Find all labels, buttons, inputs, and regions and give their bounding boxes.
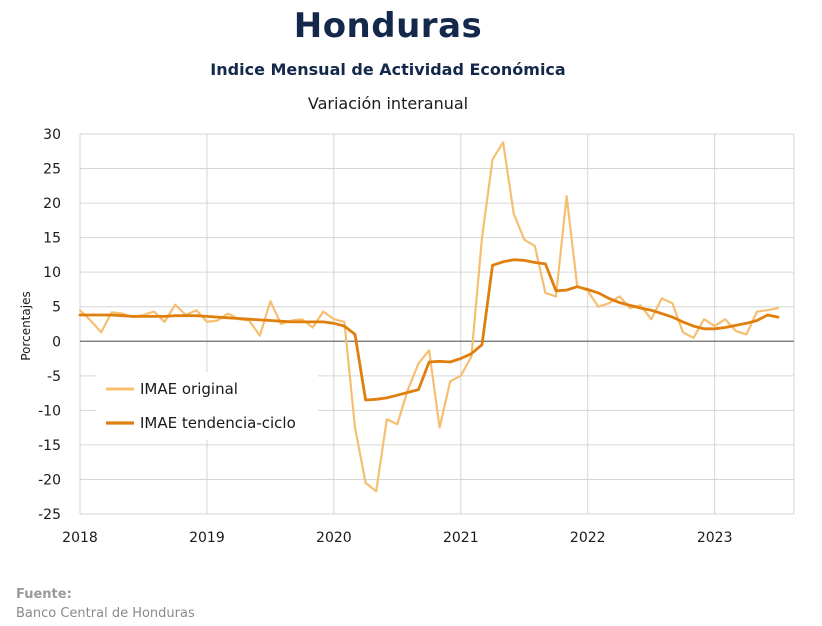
series-lines bbox=[78, 141, 780, 493]
legend-box bbox=[96, 372, 318, 440]
series-line-trend bbox=[78, 258, 780, 402]
source-label: Fuente: bbox=[16, 587, 72, 602]
y-tick-label: 20 bbox=[43, 196, 61, 212]
chart-title: Honduras bbox=[293, 6, 483, 46]
x-tick-label: 2019 bbox=[189, 530, 225, 546]
legend: IMAE original IMAE tendencia-ciclo bbox=[96, 372, 318, 440]
y-axis-ticks: 30 25 20 15 10 5 0 -5 -10 -15 -20 -25 bbox=[38, 127, 61, 523]
source-text: Banco Central de Honduras bbox=[16, 606, 195, 621]
chart-subtitle-secondary: Variación interanual bbox=[307, 94, 469, 113]
y-tick-label: 0 bbox=[52, 334, 61, 350]
y-tick-label: 30 bbox=[43, 127, 61, 143]
y-tick-label: -15 bbox=[38, 438, 61, 454]
x-tick-label: 2021 bbox=[443, 530, 479, 546]
y-tick-label: 15 bbox=[43, 231, 61, 247]
y-tick-label: -5 bbox=[47, 369, 61, 385]
y-tick-label: -10 bbox=[38, 403, 61, 419]
x-tick-label: 2018 bbox=[62, 530, 98, 546]
y-tick-label: 25 bbox=[43, 162, 61, 178]
x-tick-label: 2022 bbox=[570, 530, 606, 546]
x-tick-label: 2023 bbox=[697, 530, 733, 546]
x-axis-ticks: 2018 2019 2020 2021 2022 2023 bbox=[62, 530, 732, 546]
y-tick-label: -25 bbox=[38, 507, 61, 523]
y-tick-label: 10 bbox=[43, 265, 61, 281]
legend-label-trend: IMAE tendencia-ciclo bbox=[140, 414, 296, 432]
x-tick-label: 2020 bbox=[316, 530, 352, 546]
y-tick-label: -20 bbox=[38, 472, 61, 488]
chart-subtitle: Indice Mensual de Actividad Económica bbox=[210, 60, 566, 79]
y-tick-label: 5 bbox=[52, 300, 61, 316]
legend-label-original: IMAE original bbox=[140, 380, 238, 398]
y-axis-label: Porcentajes bbox=[19, 291, 33, 360]
series-line-original bbox=[78, 141, 780, 493]
